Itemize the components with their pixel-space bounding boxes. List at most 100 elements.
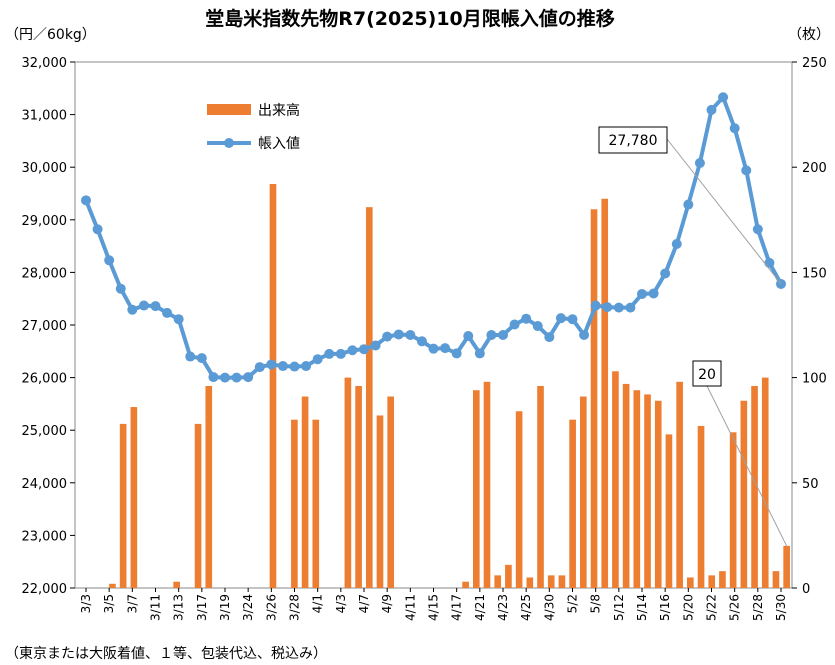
left-tick-label: 24,000 bbox=[22, 477, 68, 492]
annotation-box bbox=[598, 126, 668, 154]
volume-bar bbox=[547, 575, 555, 588]
price-point bbox=[220, 372, 230, 383]
volume-bar bbox=[772, 571, 780, 588]
price-point bbox=[567, 314, 578, 325]
volume-bar bbox=[569, 419, 576, 588]
volume-bar bbox=[515, 411, 523, 588]
volume-bar bbox=[269, 184, 277, 589]
price-point bbox=[138, 300, 149, 311]
price-point bbox=[706, 104, 717, 115]
left-tick-label: 27,000 bbox=[22, 319, 68, 334]
price-point bbox=[637, 288, 647, 299]
x-tick-label: 4/7 bbox=[357, 594, 371, 613]
annotation-leader bbox=[706, 385, 788, 547]
x-tick-label: 4/23 bbox=[496, 594, 510, 621]
price-point bbox=[277, 361, 288, 372]
left-tick-label: 28,000 bbox=[22, 266, 68, 281]
price-point bbox=[289, 361, 300, 372]
volume-bar bbox=[676, 381, 683, 588]
price-point bbox=[521, 313, 532, 324]
annotation-leader bbox=[666, 138, 782, 285]
right-tick-label: 150 bbox=[802, 266, 827, 281]
x-tick-label: 5/8 bbox=[589, 594, 603, 613]
volume-bar bbox=[291, 419, 298, 588]
price-point bbox=[115, 283, 126, 294]
volume-bar bbox=[558, 575, 566, 588]
x-tick-label: 4/9 bbox=[380, 594, 394, 613]
price-point bbox=[544, 332, 555, 343]
volume-bar bbox=[312, 419, 320, 588]
x-tick-label: 5/26 bbox=[728, 594, 742, 621]
left-tick-label: 32,000 bbox=[22, 56, 68, 71]
right-tick-label: 0 bbox=[802, 582, 810, 597]
price-point bbox=[81, 195, 91, 206]
x-axis: 3/3 3/5 3/7 3/11 3/13 3/17 3/19 3/24 3/26 3/28 4/1… bbox=[79, 588, 788, 621]
annotation-label: 20 bbox=[698, 367, 716, 383]
annotation-label: 27,780 bbox=[609, 133, 658, 149]
x-tick-label: 3/3 bbox=[79, 594, 93, 613]
price-point bbox=[440, 343, 451, 354]
price-point bbox=[590, 300, 601, 311]
volume-bar bbox=[697, 425, 705, 588]
price-point bbox=[150, 301, 161, 312]
price-point bbox=[196, 353, 207, 364]
price-point bbox=[104, 255, 115, 266]
price-point bbox=[660, 268, 671, 279]
x-tick-label: 5/30 bbox=[774, 594, 788, 621]
x-tick-label: 3/24 bbox=[241, 594, 255, 621]
price-point bbox=[416, 336, 427, 347]
annotation-box bbox=[692, 360, 722, 387]
volume-bar bbox=[130, 407, 138, 588]
left-tick-label: 26,000 bbox=[22, 372, 68, 387]
price-point bbox=[173, 314, 184, 325]
volume-bar bbox=[580, 396, 587, 588]
volume-bar bbox=[365, 207, 373, 588]
price-point bbox=[613, 302, 624, 313]
price-point bbox=[266, 359, 277, 370]
left-tick-label: 29,000 bbox=[22, 214, 68, 229]
x-tick-label: 4/1 bbox=[311, 594, 325, 613]
volume-bar bbox=[119, 423, 127, 588]
x-tick-label: 5/20 bbox=[681, 594, 695, 621]
volume-bar bbox=[344, 377, 352, 588]
volume-bar bbox=[633, 390, 641, 588]
left-tick-label: 22,000 bbox=[22, 582, 68, 597]
x-tick-label: 4/11 bbox=[403, 594, 417, 621]
price-point bbox=[474, 348, 485, 359]
volume-bar bbox=[601, 198, 609, 588]
legend-line-marker bbox=[224, 138, 234, 148]
price-point bbox=[764, 257, 775, 268]
x-tick-label: 5/22 bbox=[705, 594, 719, 621]
price-point bbox=[451, 348, 462, 359]
x-tick-label: 3/28 bbox=[288, 594, 302, 621]
x-tick-label: 5/2 bbox=[566, 594, 580, 613]
x-tick-label: 3/7 bbox=[125, 594, 139, 613]
line-series bbox=[81, 92, 786, 383]
volume-bar bbox=[751, 386, 758, 588]
price-point bbox=[683, 199, 694, 210]
volume-bar bbox=[761, 377, 769, 588]
x-tick-label: 3/26 bbox=[264, 594, 278, 621]
right-tick-label: 50 bbox=[802, 477, 819, 492]
price-point bbox=[405, 329, 416, 340]
price-point bbox=[335, 348, 346, 359]
bar-series bbox=[109, 184, 790, 589]
price-point bbox=[231, 372, 242, 383]
x-tick-label: 4/15 bbox=[427, 594, 441, 621]
x-tick-label: 5/14 bbox=[635, 594, 649, 621]
price-point bbox=[162, 307, 173, 318]
price-point bbox=[382, 331, 393, 342]
left-tick-label: 23,000 bbox=[22, 529, 68, 544]
chart-title: 堂島米指数先物R7(2025)10月限帳入値の推移 bbox=[205, 7, 615, 30]
price-point bbox=[729, 123, 740, 134]
x-tick-label: 4/25 bbox=[519, 594, 533, 621]
price-point bbox=[648, 288, 659, 299]
legend-bar-label: 出来高 bbox=[258, 102, 300, 119]
volume-bar bbox=[644, 394, 651, 588]
volume-bar bbox=[622, 383, 630, 588]
left-tick-label: 31,000 bbox=[22, 109, 68, 124]
volume-bar bbox=[109, 583, 116, 588]
price-point bbox=[393, 329, 404, 340]
price-point bbox=[312, 354, 323, 365]
price-point bbox=[694, 157, 705, 168]
